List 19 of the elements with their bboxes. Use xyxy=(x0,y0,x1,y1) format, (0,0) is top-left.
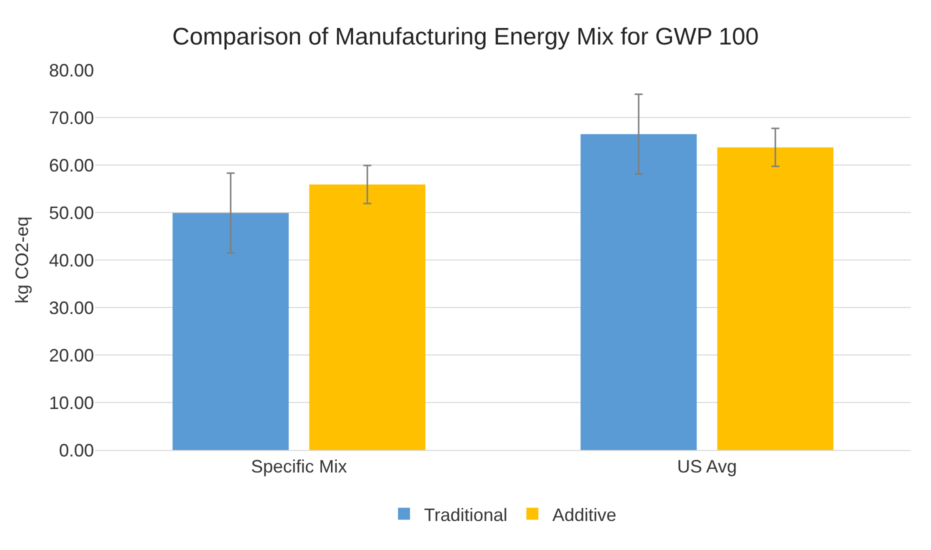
y-axis-title: kg CO2-eq xyxy=(12,216,32,304)
legend-label: Traditional xyxy=(424,504,508,525)
y-tick-label: 10.00 xyxy=(48,392,94,413)
x-tick-label: Specific Mix xyxy=(250,456,348,477)
legend-label: Additive xyxy=(552,504,616,525)
y-tick-label: 30.00 xyxy=(48,298,94,318)
bar xyxy=(580,134,697,450)
y-tick-label: 80.00 xyxy=(48,60,94,80)
y-tick-label: 0.00 xyxy=(58,440,94,460)
y-tick-label: 70.00 xyxy=(48,108,94,128)
bar xyxy=(309,184,426,450)
y-tick-label: 50.00 xyxy=(48,202,94,223)
y-tick-label: 40.00 xyxy=(48,250,94,270)
y-tick-label: 60.00 xyxy=(48,155,94,176)
y-tick-label: 20.00 xyxy=(48,345,94,366)
bar xyxy=(172,212,289,450)
x-tick-label: US Avg xyxy=(677,456,737,477)
bar xyxy=(717,147,834,450)
chart-title: Comparison of Manufacturing Energy Mix for GWP 100 xyxy=(172,23,759,50)
